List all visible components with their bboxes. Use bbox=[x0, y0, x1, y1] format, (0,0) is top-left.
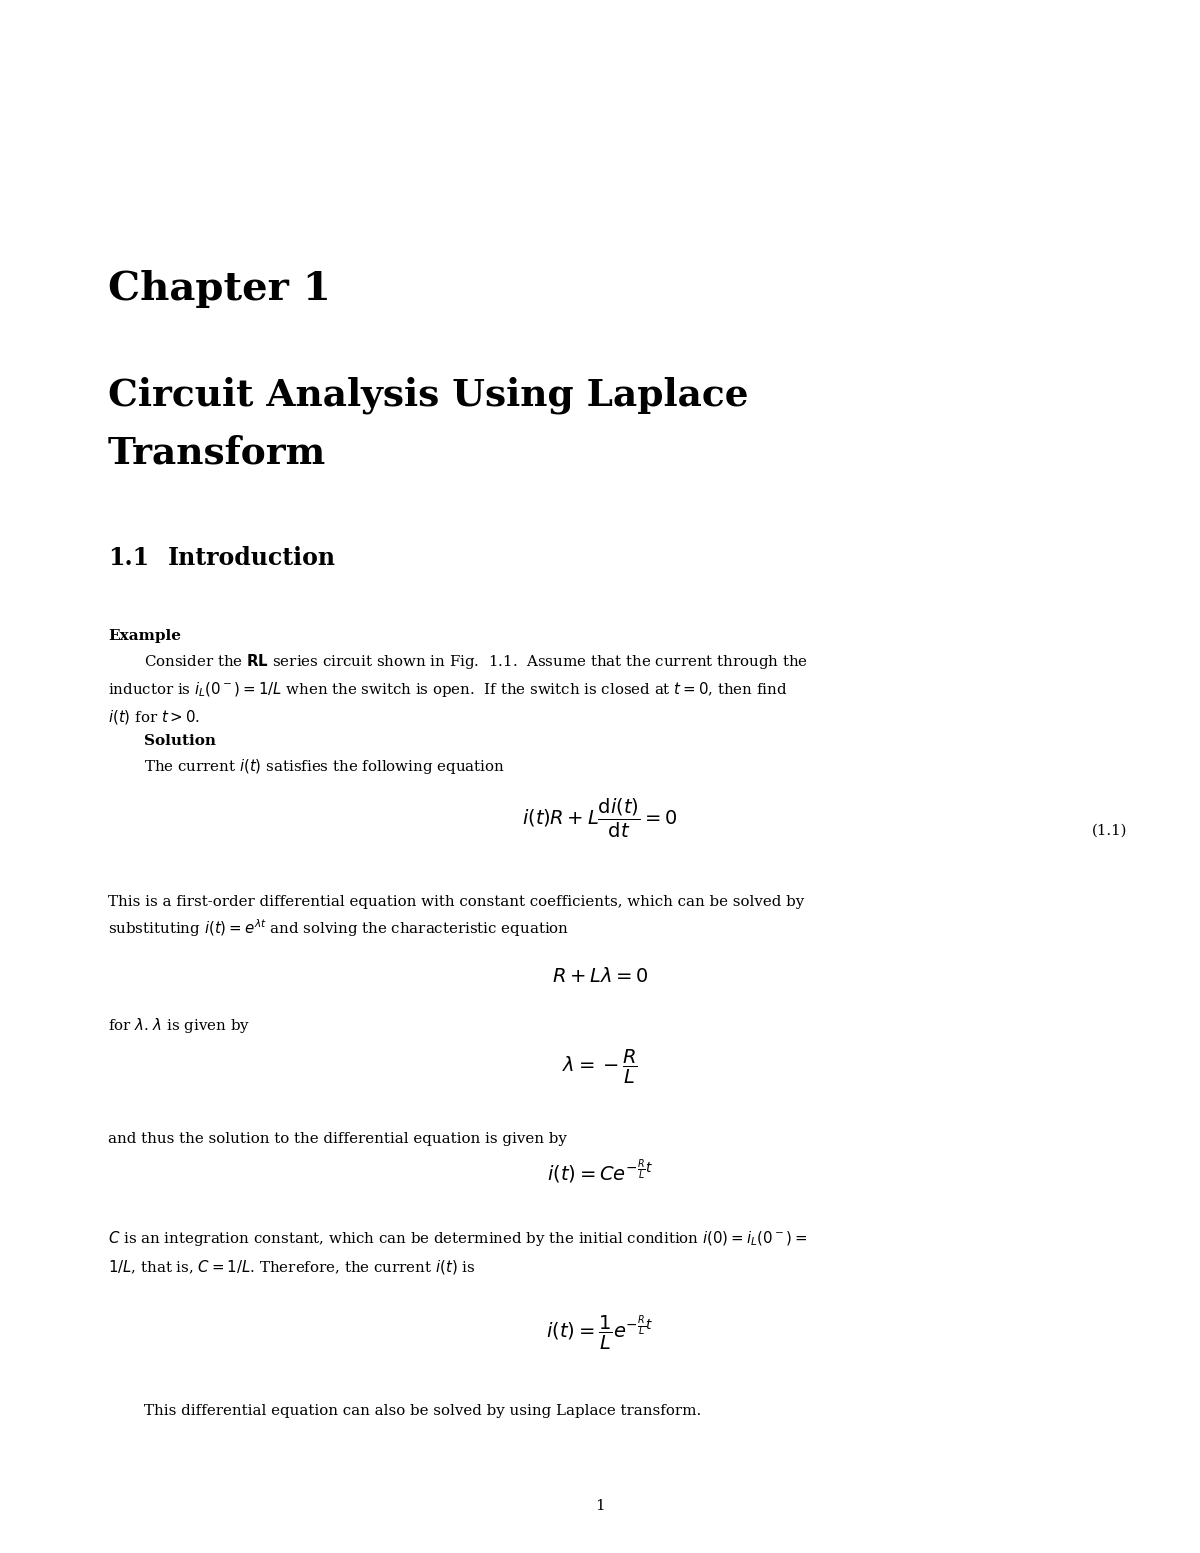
Text: This is a first-order differential equation with constant coefficients, which ca: This is a first-order differential equat… bbox=[108, 895, 804, 909]
Text: Chapter 1: Chapter 1 bbox=[108, 270, 331, 307]
Text: The current $i(t)$ satisfies the following equation: The current $i(t)$ satisfies the followi… bbox=[144, 756, 505, 776]
Text: $i(t) = \dfrac{1}{L}e^{-\frac{R}{L}t}$: $i(t) = \dfrac{1}{L}e^{-\frac{R}{L}t}$ bbox=[546, 1314, 654, 1353]
Text: $i(t)R + L\dfrac{\mathrm{d}i(t)}{\mathrm{d}t} = 0$: $i(t)R + L\dfrac{\mathrm{d}i(t)}{\mathrm… bbox=[522, 797, 678, 840]
Text: for $\lambda$. $\lambda$ is given by: for $\lambda$. $\lambda$ is given by bbox=[108, 1016, 250, 1034]
Text: inductor is $i_L(0^-) = 1/L$ when the switch is open.  If the switch is closed a: inductor is $i_L(0^-) = 1/L$ when the sw… bbox=[108, 680, 787, 699]
Text: 1.1: 1.1 bbox=[108, 547, 149, 570]
Text: and thus the solution to the differential equation is given by: and thus the solution to the differentia… bbox=[108, 1132, 566, 1146]
Text: Solution: Solution bbox=[144, 735, 216, 749]
Text: $R + L\lambda = 0$: $R + L\lambda = 0$ bbox=[552, 968, 648, 986]
Text: Introduction: Introduction bbox=[168, 547, 336, 570]
Text: substituting $i(t) = e^{\lambda t}$ and solving the characteristic equation: substituting $i(t) = e^{\lambda t}$ and … bbox=[108, 918, 569, 940]
Text: $i(t) = Ce^{-\frac{R}{L}t}$: $i(t) = Ce^{-\frac{R}{L}t}$ bbox=[547, 1157, 653, 1185]
Text: Consider the $\mathbf{RL}$ series circuit shown in Fig.  1.1.  Assume that the c: Consider the $\mathbf{RL}$ series circui… bbox=[144, 652, 808, 671]
Text: $1/L$, that is, $C = 1/L$. Therefore, the current $i(t)$ is: $1/L$, that is, $C = 1/L$. Therefore, th… bbox=[108, 1258, 475, 1275]
Text: Circuit Analysis Using Laplace: Circuit Analysis Using Laplace bbox=[108, 376, 749, 413]
Text: Example: Example bbox=[108, 629, 181, 643]
Text: This differential equation can also be solved by using Laplace transform.: This differential equation can also be s… bbox=[144, 1404, 701, 1418]
Text: Transform: Transform bbox=[108, 433, 326, 471]
Text: $\lambda = -\dfrac{R}{L}$: $\lambda = -\dfrac{R}{L}$ bbox=[562, 1048, 638, 1086]
Text: $i(t)$ for $t > 0$.: $i(t)$ for $t > 0$. bbox=[108, 708, 200, 727]
Text: (1.1): (1.1) bbox=[1092, 825, 1127, 839]
Text: $C$ is an integration constant, which can be determined by the initial condition: $C$ is an integration constant, which ca… bbox=[108, 1228, 808, 1249]
Text: 1: 1 bbox=[595, 1499, 605, 1513]
